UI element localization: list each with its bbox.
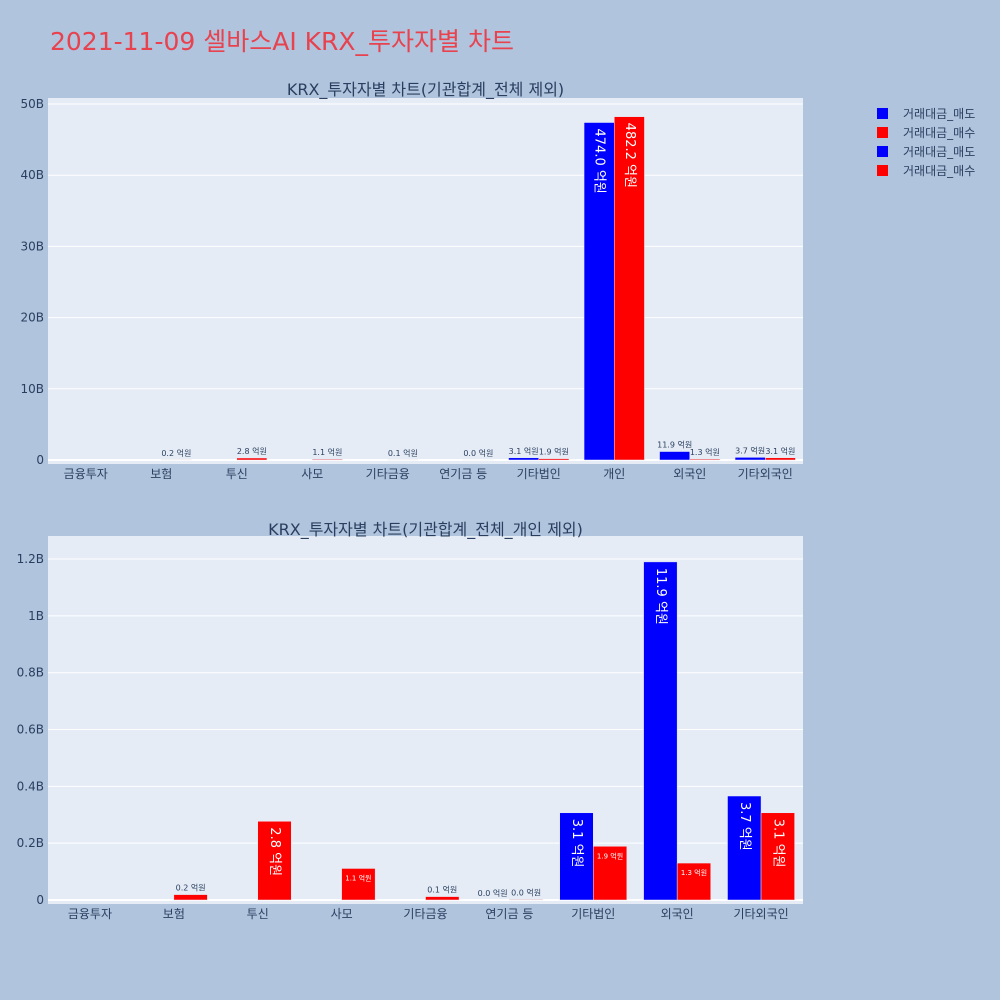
bar-sell bbox=[508, 457, 539, 461]
x-tick-label: 개인 bbox=[603, 467, 625, 481]
bar-sell bbox=[734, 457, 766, 461]
bar-buy bbox=[236, 457, 268, 461]
x-tick-label: 연기금 등 bbox=[485, 907, 533, 921]
legend-label: 거래대금_매도 bbox=[903, 107, 975, 121]
y-tick-label: 10B bbox=[20, 382, 44, 396]
data-label: 3.1 억원 bbox=[765, 446, 795, 456]
legend-swatch bbox=[877, 146, 888, 157]
chart-title: KRX_투자자별 차트(기관합계_전체 제외) bbox=[287, 80, 564, 100]
bar-buy bbox=[765, 457, 796, 461]
x-tick-label: 기타금융 bbox=[366, 467, 410, 481]
y-tick-label: 30B bbox=[20, 239, 44, 253]
y-tick-label: 0.2B bbox=[17, 836, 44, 850]
data-label: 0.2 억원 bbox=[176, 883, 206, 893]
plot-area bbox=[48, 98, 803, 464]
bar-buy bbox=[257, 821, 292, 901]
bar-buy bbox=[676, 862, 711, 901]
x-tick-label: 연기금 등 bbox=[439, 467, 487, 481]
data-label: 1.1 억원 bbox=[345, 873, 371, 882]
legend-swatch bbox=[877, 127, 888, 138]
data-label: 0.0 억원 bbox=[511, 887, 541, 897]
data-label: 0.2 억원 bbox=[161, 448, 191, 458]
bar-sell bbox=[643, 561, 678, 901]
legend-label: 거래대금_매수 bbox=[903, 126, 975, 140]
x-tick-label: 투신 bbox=[226, 467, 248, 481]
data-label: 3.7 억원 bbox=[735, 445, 765, 455]
y-tick-label: 50B bbox=[20, 97, 44, 111]
chart-title: KRX_투자자별 차트(기관합계_전체_개인 제외) bbox=[268, 520, 583, 540]
bar-buy bbox=[341, 868, 376, 901]
data-label: 11.9 억원 bbox=[653, 568, 668, 625]
y-tick-label: 1.2B bbox=[17, 552, 44, 566]
chart-panel-2: 0 0.2B 0.4B 0.6B 0.8B 1B 1.2B KRX_투자자별 차트(기관합계_… bbox=[17, 520, 803, 921]
y-tick-label: 40B bbox=[20, 168, 44, 182]
data-label: 0.1 억원 bbox=[388, 448, 418, 458]
bar-buy bbox=[614, 116, 645, 461]
x-tick-label: 기타법인 bbox=[517, 467, 561, 481]
legend-swatch bbox=[877, 165, 888, 176]
legend-label: 거래대금_매도 bbox=[903, 145, 975, 159]
data-label: 11.9 억원 bbox=[657, 440, 692, 450]
y-tick-label: 0.6B bbox=[17, 723, 44, 737]
bar-buy bbox=[509, 899, 544, 901]
data-label: 3.7 억원 bbox=[737, 802, 752, 851]
bar-buy bbox=[173, 894, 208, 901]
bar-sell bbox=[659, 451, 690, 461]
chart-panel-1: 0 10B 20B 30B 40B 50B KRX_투자자별 차트(기관합계_전체 제외) 금… bbox=[20, 80, 803, 481]
x-tick-label: 기타법인 bbox=[571, 907, 615, 921]
legend-label: 거래대금_매수 bbox=[903, 164, 975, 178]
data-label: 2.8 억원 bbox=[267, 827, 282, 876]
data-label: 1.3 억원 bbox=[681, 868, 707, 877]
y-tick-label: 0.4B bbox=[17, 779, 44, 793]
data-label: 3.1 억원 bbox=[569, 819, 584, 868]
x-tick-label: 보험 bbox=[150, 467, 172, 481]
bar-buy bbox=[760, 812, 795, 901]
data-label: 3.1 억원 bbox=[770, 819, 785, 868]
data-label: 474.0 억원 bbox=[592, 129, 607, 194]
bar-buy bbox=[425, 896, 460, 901]
data-label: 482.2 억원 bbox=[622, 123, 637, 188]
data-label: 2.8 억원 bbox=[237, 446, 267, 456]
data-label: 1.1 억원 bbox=[312, 447, 342, 457]
data-label: 0.0 억원 bbox=[478, 888, 508, 898]
x-tick-label: 보험 bbox=[163, 907, 185, 921]
plot-area bbox=[48, 536, 803, 904]
x-tick-label: 투신 bbox=[247, 907, 269, 921]
x-tick-label: 외국인 bbox=[661, 907, 694, 921]
y-tick-label: 1B bbox=[28, 609, 44, 623]
bar-sell bbox=[727, 795, 762, 901]
page-title: 2021-11-09 셀바스AI KRX_투자자별 차트 bbox=[50, 27, 514, 56]
y-tick-label: 0 bbox=[36, 453, 44, 467]
y-tick-label: 20B bbox=[20, 311, 44, 325]
x-tick-label: 금융투자 bbox=[68, 907, 112, 921]
data-label: 3.1 억원 bbox=[509, 446, 539, 456]
bar-buy bbox=[538, 458, 570, 461]
x-tick-label: 금융투자 bbox=[64, 467, 108, 481]
x-tick-label: 기타외국인 bbox=[733, 907, 788, 921]
y-tick-label: 0.8B bbox=[17, 666, 44, 680]
data-label: 0.1 억원 bbox=[427, 885, 457, 895]
x-tick-label: 기타외국인 bbox=[738, 467, 793, 481]
bar-buy bbox=[689, 458, 721, 461]
x-tick-label: 사모 bbox=[301, 467, 323, 481]
bar-buy bbox=[312, 458, 343, 461]
y-tick-label: 0 bbox=[36, 893, 44, 907]
x-tick-label: 기타금융 bbox=[403, 907, 447, 921]
x-tick-label: 외국인 bbox=[673, 467, 706, 481]
bar-sell bbox=[559, 812, 594, 901]
data-label: 1.3 억원 bbox=[690, 447, 720, 457]
data-label: 1.9 억원 bbox=[597, 851, 623, 860]
x-tick-label: 사모 bbox=[331, 907, 353, 921]
data-label: 1.9 억원 bbox=[539, 447, 569, 457]
data-label: 0.0 억원 bbox=[463, 448, 493, 458]
bar-buy bbox=[593, 846, 628, 901]
legend-swatch bbox=[877, 108, 888, 119]
